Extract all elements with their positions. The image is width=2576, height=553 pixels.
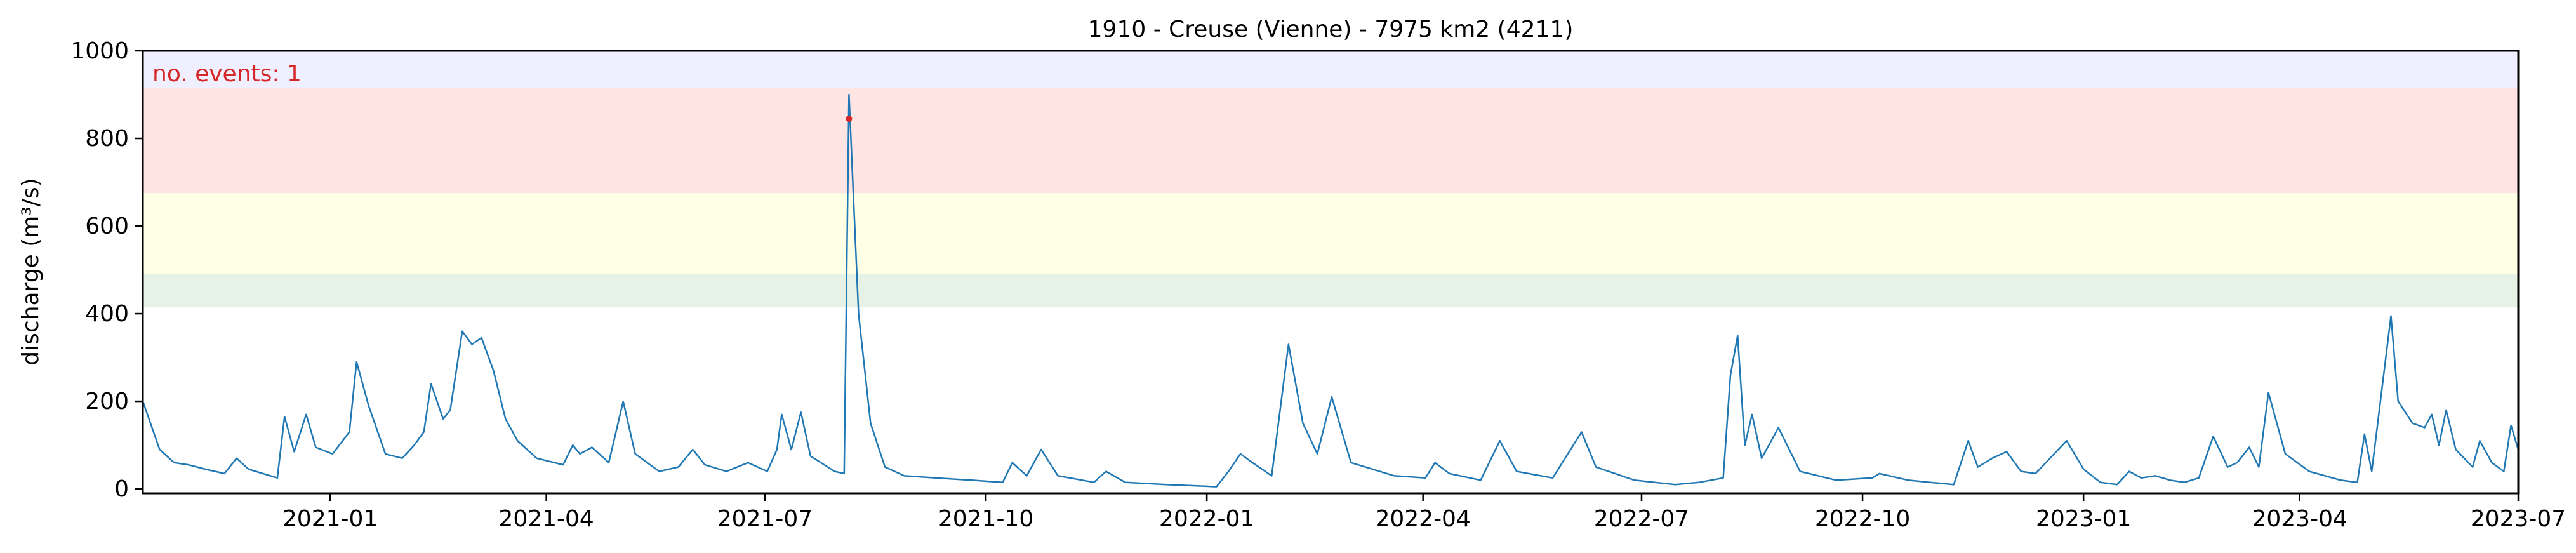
x-tick-label-2022-04: 2022-04 [1375,506,1470,532]
threshold-band-3 [143,51,2518,88]
event-marker-0 [846,115,853,122]
series-line-0 [142,93,2520,488]
y-tick-label-400: 400 [85,301,129,327]
y-tick-label-0: 0 [114,476,129,502]
x-tick-label-2023-04: 2023-04 [2252,506,2347,532]
event-markers [846,115,853,122]
x-tick-label-2021-10: 2021-10 [938,506,1033,532]
x-tick-label-2022-07: 2022-07 [1594,506,1689,532]
x-tick-label-2021-04: 2021-04 [498,506,594,532]
series-layer [142,93,2520,488]
x-tick-label-2021-01: 2021-01 [282,506,378,532]
y-tick-label-600: 600 [85,213,129,239]
x-tick-label-2022-01: 2022-01 [1159,506,1254,532]
y-tick-label-800: 800 [85,126,129,152]
chart-title: 1910 - Creuse (Vienne) - 7975 km2 (4211) [1088,17,1574,43]
y-tick-label-200: 200 [85,389,129,415]
x-tick-label-2023-07: 2023-07 [2471,506,2566,532]
threshold-bands [143,51,2518,307]
plot-frame [142,50,2520,495]
y-axis: 0 200 400 600 800 1000 [70,38,143,502]
threshold-band-0 [143,274,2518,307]
threshold-band-2 [143,88,2518,194]
x-tick-label-2023-01: 2023-01 [2036,506,2131,532]
y-axis-label: discharge (m³/s) [18,178,44,365]
event-count-annotation: no. events: 1 [152,61,302,87]
threshold-band-1 [143,193,2518,274]
x-tick-label-2021-07: 2021-07 [717,506,813,532]
x-axis: 2021-01 2021-04 2021-07 2021-10 2022-01 2022-… [282,493,2566,532]
x-tick-label-2022-10: 2022-10 [1815,506,1910,532]
y-tick-label-1000: 1000 [70,38,129,64]
